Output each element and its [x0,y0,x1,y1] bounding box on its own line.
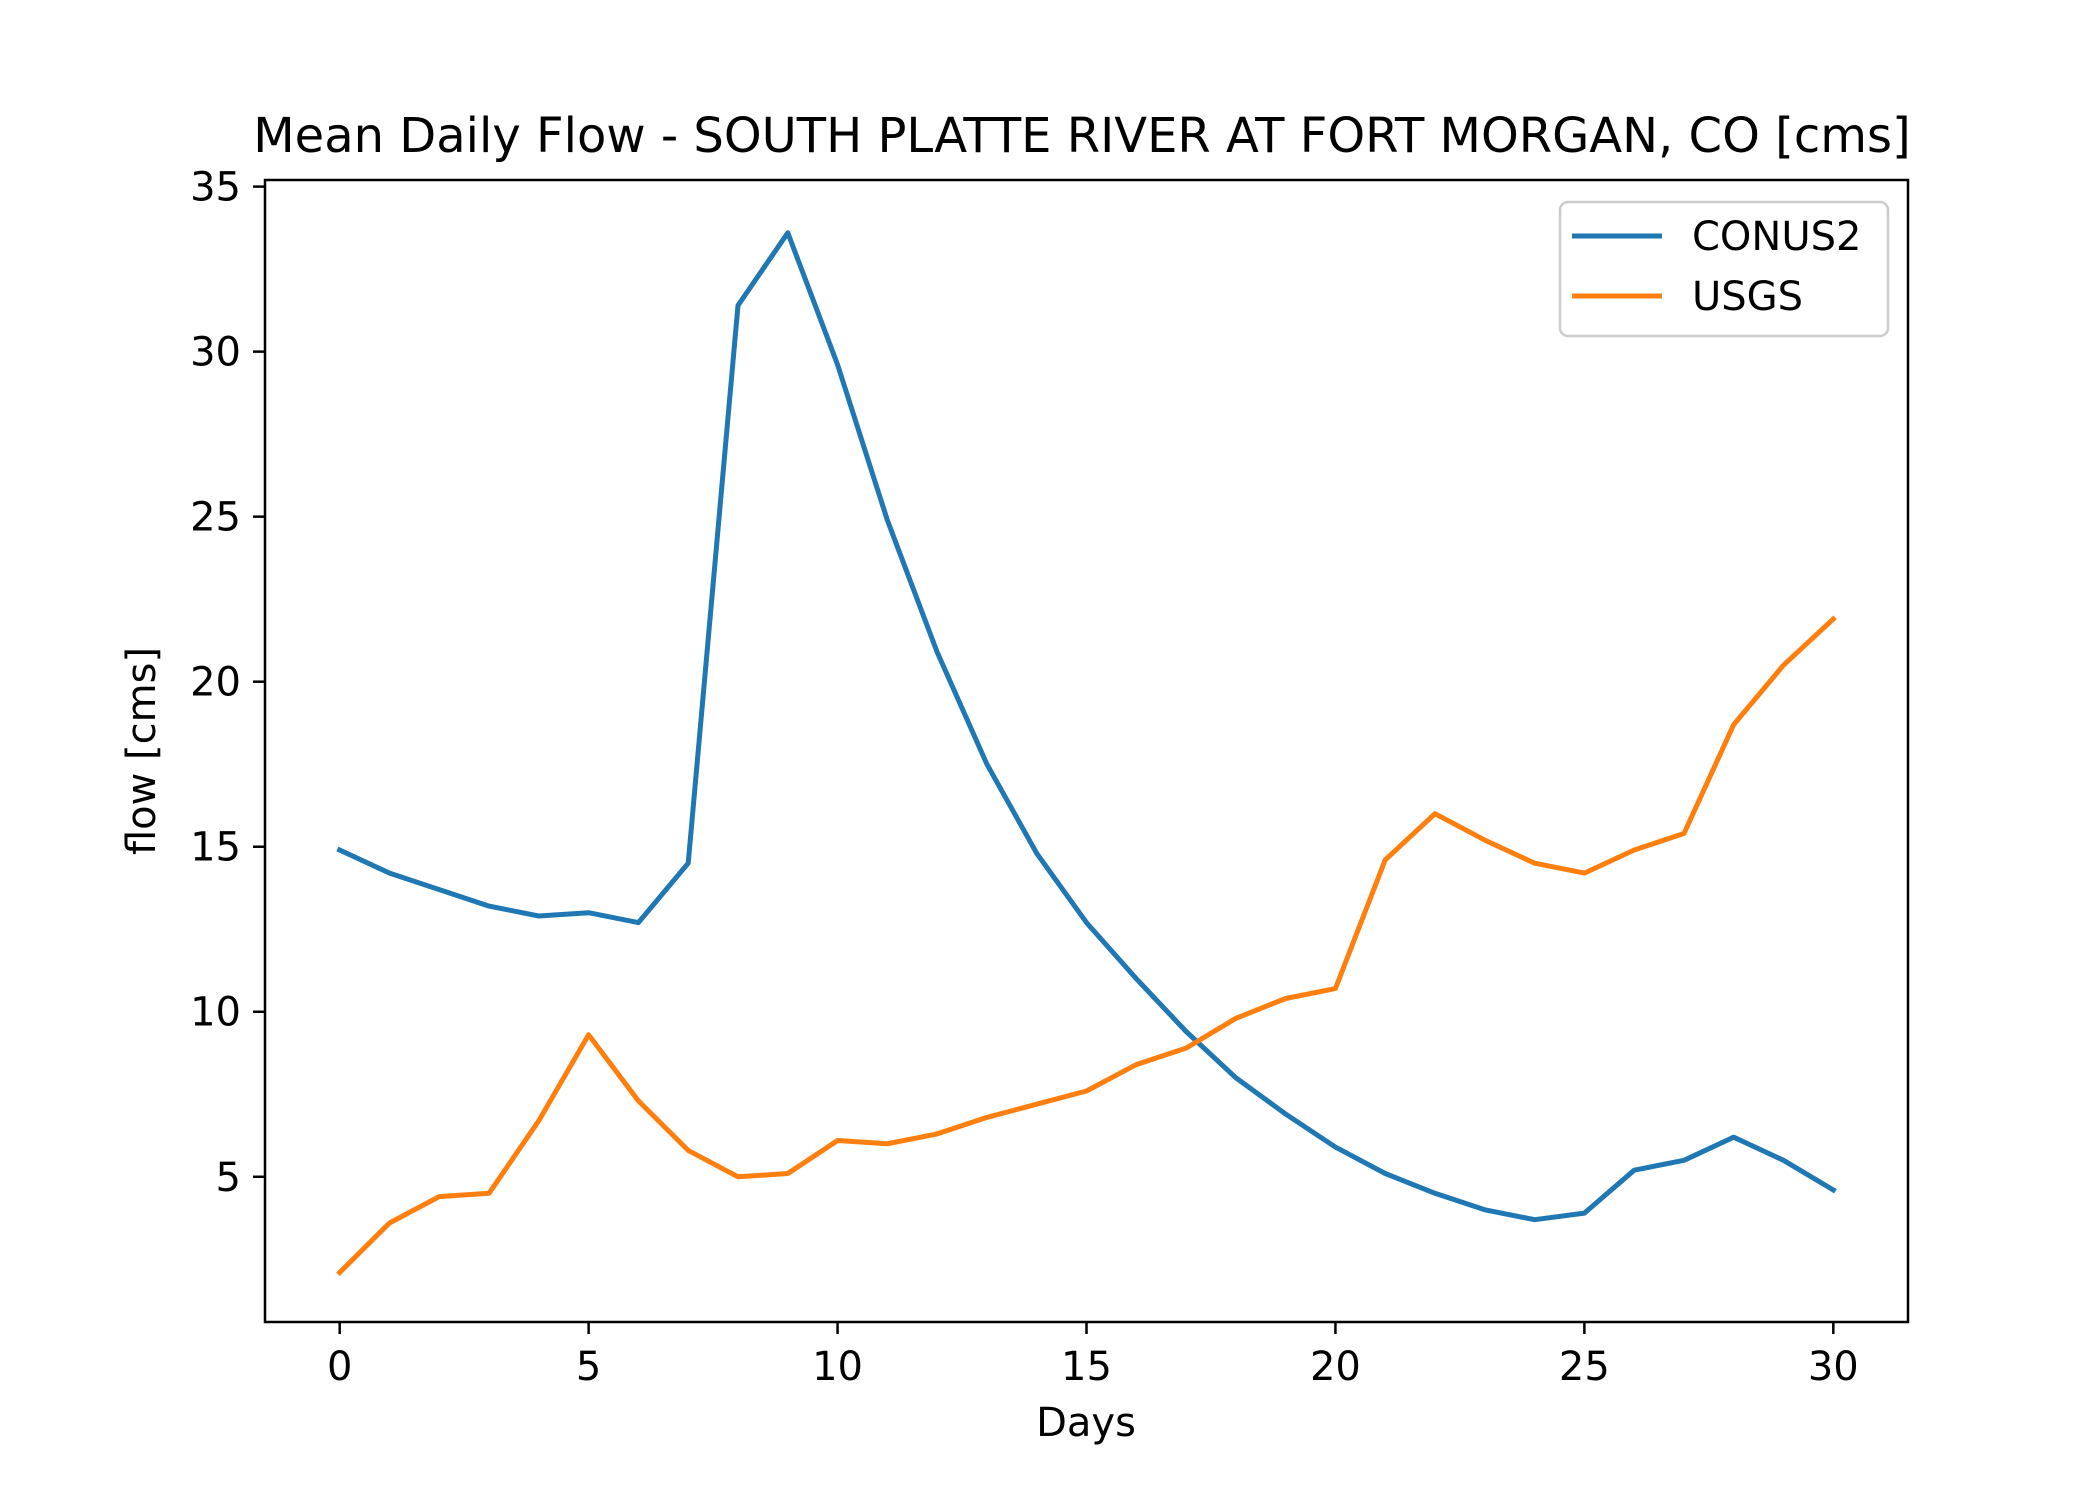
x-tick-label: 15 [1061,1344,1112,1390]
x-axis-label: Days [1036,1400,1136,1446]
y-tick-label: 15 [190,825,241,871]
x-tick-label: 20 [1310,1344,1361,1390]
y-tick-label: 5 [216,1155,241,1201]
legend-label-conus2: CONUS2 [1692,214,1861,260]
y-axis-label: flow [cms] [119,647,165,855]
series-line-conus2 [336,230,1837,1223]
y-tick-label: 10 [190,990,241,1036]
x-tick-label: 0 [327,1344,352,1390]
y-tick-label: 35 [190,165,241,211]
y-tick-label: 30 [190,330,241,376]
legend-label-usgs: USGS [1692,274,1803,320]
y-tick-label: 25 [190,495,241,541]
x-tick-label: 25 [1559,1344,1610,1390]
series-layer [336,230,1837,1277]
y-tick-label: 20 [190,660,241,706]
x-tick-label: 5 [576,1344,601,1390]
chart-title: Mean Daily Flow - SOUTH PLATTE RIVER AT … [253,108,1910,164]
x-axis: 0 5 10 15 20 25 30 [327,1322,1859,1390]
x-tick-label: 30 [1808,1344,1859,1390]
y-axis: 5 10 15 20 25 30 35 [190,165,265,1201]
x-tick-label: 10 [812,1344,863,1390]
series-line-usgs [336,615,1837,1277]
legend: CONUS2 USGS [1558,200,1890,338]
